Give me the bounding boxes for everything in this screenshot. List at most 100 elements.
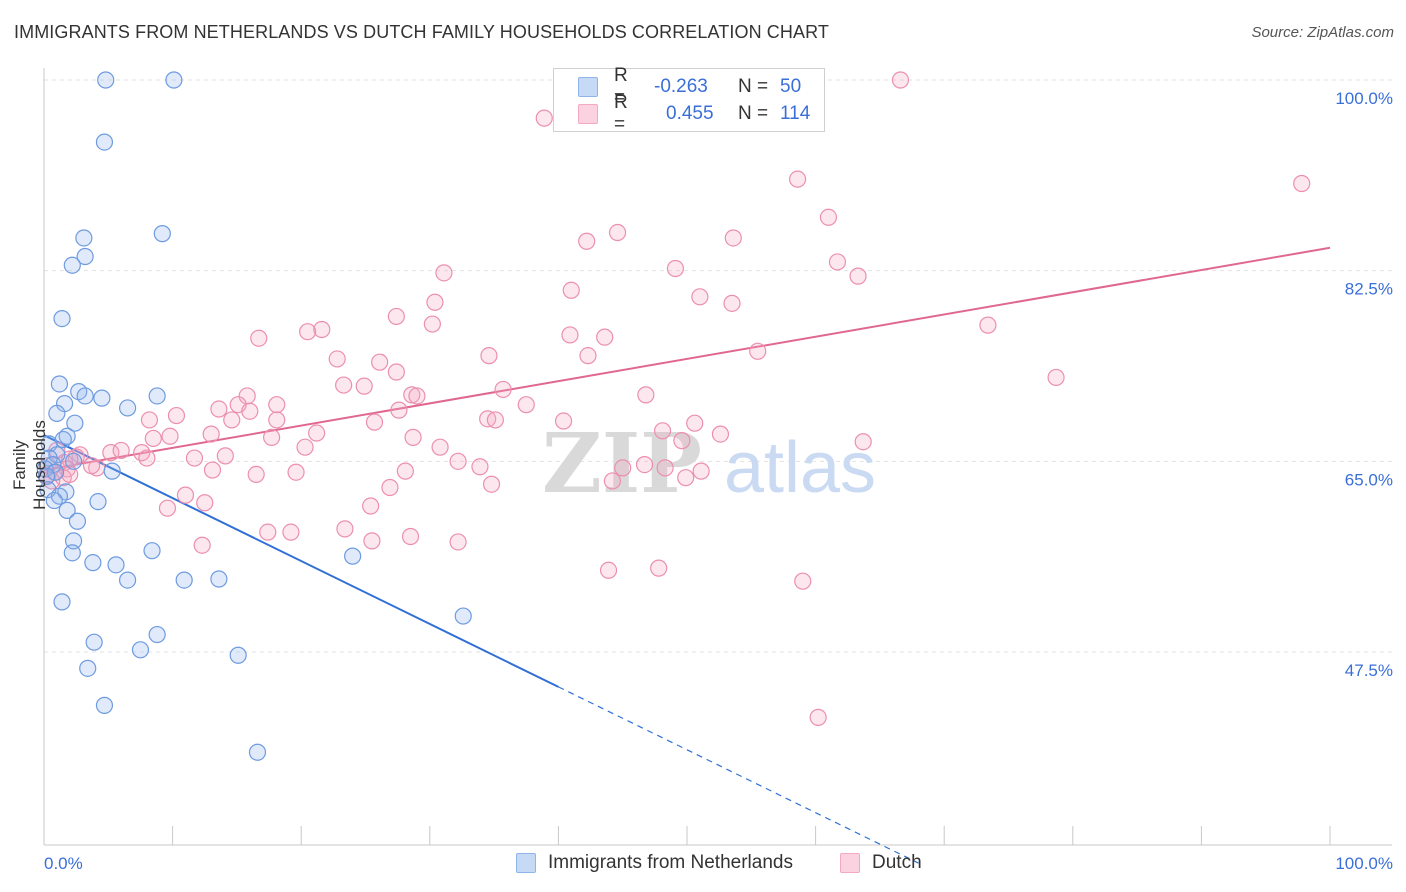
point-dutch	[403, 386, 421, 404]
trend-line-netherlands	[43, 434, 559, 688]
point-dutch	[673, 432, 691, 450]
point-dutch	[480, 347, 498, 365]
point-dutch	[210, 400, 228, 418]
point-dutch	[268, 411, 286, 429]
point-netherlands	[95, 696, 114, 714]
x-tick-label-left: 0.0%	[44, 854, 83, 873]
point-netherlands	[68, 512, 87, 530]
point-dutch	[328, 350, 346, 368]
point-netherlands	[143, 542, 161, 560]
point-dutch	[637, 386, 655, 404]
y-axis-title: Family Households	[10, 420, 49, 510]
point-dutch	[828, 253, 847, 271]
point-dutch	[247, 465, 265, 484]
y-tick-label: 100.0%	[1335, 89, 1393, 108]
point-dutch	[578, 232, 596, 250]
x-tick-label-right: 100.0%	[1335, 854, 1393, 873]
point-netherlands	[148, 625, 166, 644]
point-netherlands	[58, 501, 76, 519]
point-dutch	[381, 478, 399, 497]
y-tick-label: 65.0%	[1345, 470, 1393, 489]
point-dutch	[308, 424, 326, 442]
point-dutch	[677, 469, 695, 487]
y-tick-label: 47.5%	[1345, 661, 1393, 680]
point-netherlands	[53, 310, 71, 328]
point-dutch	[653, 422, 672, 440]
legend-row-dutch: R = 0.455 N = 114	[578, 92, 810, 135]
y-tick-label: 82.5%	[1345, 280, 1393, 299]
point-dutch	[423, 315, 441, 333]
point-netherlands	[107, 556, 125, 574]
point-netherlands	[103, 462, 121, 480]
point-netherlands	[148, 387, 166, 405]
series-swatch-blue	[516, 853, 536, 873]
point-dutch	[335, 376, 353, 394]
point-dutch	[216, 447, 234, 465]
point-dutch	[809, 708, 827, 726]
point-dutch	[579, 347, 597, 365]
chart-title: IMMIGRANTS FROM NETHERLANDS VS DUTCH FAM…	[14, 22, 829, 42]
point-netherlands	[76, 387, 94, 405]
point-netherlands	[64, 452, 83, 470]
point-netherlands	[97, 71, 115, 89]
point-dutch	[891, 71, 910, 89]
point-netherlands	[63, 256, 81, 274]
point-netherlands	[75, 229, 93, 247]
point-netherlands	[175, 571, 193, 589]
point-dutch	[561, 326, 579, 344]
point-dutch	[692, 462, 710, 480]
legend-row-netherlands: R = -0.263 N = 50	[578, 65, 801, 108]
point-dutch	[203, 461, 222, 479]
source-label: Source: ZipAtlas.com	[1251, 24, 1394, 41]
point-netherlands	[66, 414, 84, 432]
point-dutch	[144, 429, 162, 448]
point-dutch	[535, 109, 553, 127]
point-dutch	[268, 396, 286, 414]
point-netherlands	[89, 493, 107, 511]
point-dutch	[396, 462, 414, 480]
point-dutch	[596, 328, 614, 346]
series-legend-dutch[interactable]: Dutch	[840, 852, 922, 874]
legend-r-value: -0.263	[654, 76, 708, 97]
point-netherlands	[84, 554, 102, 572]
point-dutch	[193, 536, 211, 554]
point-netherlands	[153, 225, 171, 243]
point-dutch	[711, 425, 730, 443]
point-dutch	[449, 452, 467, 470]
point-dutch	[554, 412, 573, 430]
point-dutch	[223, 411, 241, 429]
point-dutch	[426, 293, 444, 311]
point-dutch	[1047, 368, 1065, 387]
series-label: Immigrants from Netherlands	[548, 852, 793, 873]
point-dutch	[112, 441, 130, 460]
point-dutch	[614, 459, 632, 477]
point-dutch	[562, 281, 580, 299]
point-netherlands	[454, 607, 472, 625]
point-dutch	[435, 264, 453, 282]
legend-n-label: N =	[738, 76, 769, 97]
point-dutch	[494, 380, 512, 399]
point-dutch	[979, 316, 997, 334]
axes	[43, 68, 1392, 846]
point-dutch	[362, 497, 380, 515]
series-swatch-pink	[840, 853, 860, 873]
point-dutch	[482, 475, 501, 493]
point-dutch	[408, 387, 426, 405]
point-netherlands	[54, 430, 72, 449]
point-netherlands	[118, 571, 137, 589]
series-legend-netherlands[interactable]: Immigrants from Netherlands	[516, 852, 793, 874]
point-dutch	[387, 363, 405, 381]
trend-lines	[43, 246, 1331, 864]
data-points	[36, 71, 1311, 761]
point-dutch	[724, 229, 742, 247]
point-dutch	[282, 523, 300, 541]
legend-n-label: N =	[738, 103, 769, 124]
point-netherlands	[53, 593, 71, 611]
point-netherlands	[48, 404, 66, 422]
point-dutch	[387, 307, 405, 326]
point-netherlands	[248, 743, 267, 761]
legend-r-label: R =	[614, 92, 628, 135]
point-netherlands	[165, 71, 183, 89]
point-dutch	[794, 572, 812, 590]
